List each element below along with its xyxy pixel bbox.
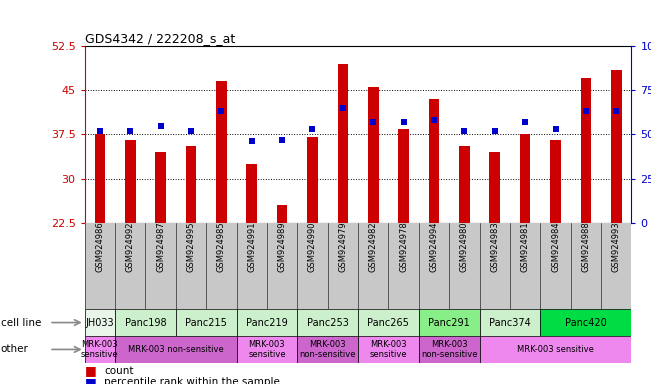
Bar: [307, 137, 318, 223]
Bar: [156, 152, 166, 223]
Bar: [176, 309, 236, 336]
Text: MRK-003
non-sensitive: MRK-003 non-sensitive: [421, 340, 477, 359]
Bar: [186, 146, 197, 223]
Text: MRK-003 sensitive: MRK-003 sensitive: [517, 345, 594, 354]
Point: [520, 119, 531, 125]
Bar: [419, 336, 480, 363]
Bar: [419, 309, 480, 336]
Bar: [611, 70, 622, 223]
Point: [94, 128, 105, 134]
Text: ■: ■: [85, 364, 96, 377]
Text: Panc253: Panc253: [307, 318, 348, 328]
Bar: [358, 309, 419, 336]
Point: [338, 105, 348, 111]
Point: [490, 128, 500, 134]
Bar: [459, 146, 469, 223]
Bar: [398, 129, 409, 223]
Bar: [298, 336, 358, 363]
Point: [550, 126, 561, 132]
Point: [125, 128, 135, 134]
Text: Panc219: Panc219: [246, 318, 288, 328]
Bar: [540, 309, 631, 336]
Bar: [480, 309, 540, 336]
Text: ■: ■: [85, 376, 96, 384]
Text: MRK-003
sensitive: MRK-003 sensitive: [248, 340, 286, 359]
Text: Panc215: Panc215: [186, 318, 227, 328]
Bar: [358, 336, 419, 363]
Point: [186, 128, 196, 134]
Bar: [85, 336, 115, 363]
Bar: [581, 78, 591, 223]
Bar: [550, 140, 561, 223]
Point: [156, 122, 166, 129]
Text: MRK-003
sensitive: MRK-003 sensitive: [81, 340, 118, 359]
Point: [459, 128, 469, 134]
Bar: [490, 152, 500, 223]
Point: [429, 117, 439, 123]
Bar: [246, 164, 257, 223]
Bar: [236, 309, 298, 336]
Text: cell line: cell line: [1, 318, 41, 328]
Point: [611, 108, 622, 114]
Bar: [85, 309, 115, 336]
Bar: [298, 309, 358, 336]
Point: [247, 138, 257, 144]
Text: MRK-003 non-sensitive: MRK-003 non-sensitive: [128, 345, 224, 354]
Text: Panc291: Panc291: [428, 318, 470, 328]
Text: count: count: [104, 366, 133, 376]
Point: [277, 137, 287, 143]
Bar: [115, 309, 176, 336]
Text: Panc374: Panc374: [489, 318, 531, 328]
Bar: [125, 140, 135, 223]
Bar: [368, 87, 378, 223]
Bar: [277, 205, 288, 223]
Text: JH033: JH033: [85, 318, 114, 328]
Point: [581, 108, 591, 114]
Bar: [115, 336, 236, 363]
Text: MRK-003
sensitive: MRK-003 sensitive: [370, 340, 408, 359]
Bar: [428, 99, 439, 223]
Text: Panc198: Panc198: [124, 318, 166, 328]
Point: [368, 119, 378, 125]
Text: percentile rank within the sample: percentile rank within the sample: [104, 377, 280, 384]
Text: Panc265: Panc265: [368, 318, 409, 328]
Point: [398, 119, 409, 125]
Text: other: other: [1, 344, 29, 354]
Bar: [94, 134, 105, 223]
Text: Panc420: Panc420: [565, 318, 607, 328]
Bar: [337, 64, 348, 223]
Point: [307, 126, 318, 132]
Bar: [236, 336, 298, 363]
Point: [216, 108, 227, 114]
Text: GDS4342 / 222208_s_at: GDS4342 / 222208_s_at: [85, 32, 235, 45]
Bar: [216, 81, 227, 223]
Bar: [519, 134, 531, 223]
Text: MRK-003
non-sensitive: MRK-003 non-sensitive: [299, 340, 356, 359]
Bar: [480, 336, 631, 363]
